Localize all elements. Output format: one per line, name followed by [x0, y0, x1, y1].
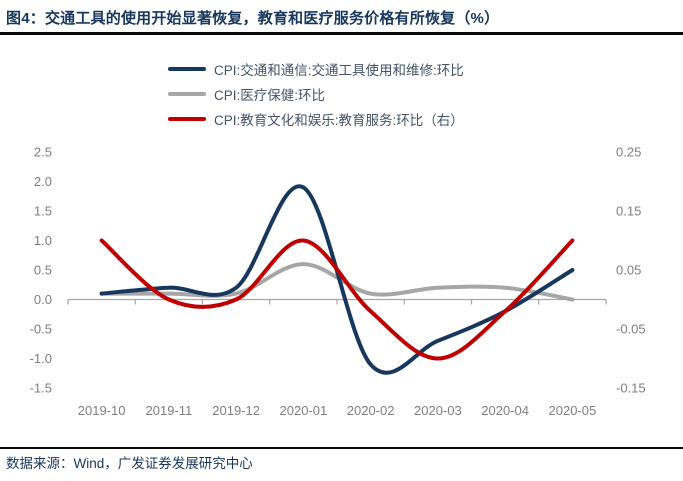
right-axis-tick-label: -0.05 — [616, 322, 646, 337]
x-axis-tick-label: 2020-04 — [481, 403, 529, 418]
legend-item-1: CPI:医疗保健:环比 — [168, 86, 464, 103]
x-axis-tick-label: 2020-01 — [280, 403, 328, 418]
series-line — [99, 184, 575, 375]
left-axis-tick-label: 1.5 — [34, 204, 52, 219]
right-axis-tick-label: 0.25 — [616, 145, 641, 160]
chart-legend: CPI:交通和通信:交通工具使用和维修:环比 CPI:医疗保健:环比 CPI:教育文… — [168, 61, 464, 128]
legend-label: CPI:医疗保健:环比 — [214, 87, 326, 103]
series-line — [99, 238, 575, 361]
legend-label: CPI:交通和通信:交通工具使用和维修:环比 — [214, 62, 464, 78]
legend-item-0: CPI:交通和通信:交通工具使用和维修:环比 — [168, 61, 464, 78]
legend-line-swatch — [168, 91, 206, 96]
left-axis-tick-label: 0.0 — [34, 292, 52, 307]
left-axis-tick-label: -1.0 — [30, 351, 52, 366]
left-axis-tick-label: 1.0 — [34, 233, 52, 248]
x-axis-tick-label: 2019-11 — [146, 403, 193, 418]
legend-item-2: CPI:教育文化和娱乐:教育服务:环比（右） — [168, 111, 464, 128]
right-axis-tick-label: 0.05 — [616, 263, 641, 278]
x-axis-tick-label: 2019-10 — [78, 403, 126, 418]
x-axis-tick-label: 2019-12 — [212, 403, 260, 418]
legend-line-swatch — [168, 116, 206, 121]
footer-divider — [0, 447, 683, 449]
x-axis-tick-label: 2020-02 — [347, 403, 395, 418]
right-axis-tick-label: -0.15 — [616, 381, 646, 396]
legend-label: CPI:教育文化和娱乐:教育服务:环比（右） — [214, 112, 464, 128]
data-source-note: 数据来源：Wind，广发证券发展研究中心 — [6, 456, 253, 471]
title-divider — [0, 32, 683, 35]
figure-title: 图4：交通工具的使用开始显著恢复，教育和医疗服务价格有所恢复（%） — [6, 10, 500, 27]
x-axis-tick-label: 2020-03 — [414, 403, 462, 418]
left-axis-tick-label: 2.0 — [34, 174, 52, 189]
x-axis-tick-label: 2020-05 — [549, 403, 597, 418]
right-axis-tick-label: 0.15 — [616, 204, 641, 219]
left-axis-tick-label: 2.5 — [34, 145, 52, 160]
legend-line-swatch — [168, 66, 206, 71]
left-axis-tick-label: -1.5 — [30, 381, 52, 396]
left-axis-tick-label: 0.5 — [34, 263, 52, 278]
left-axis-tick-label: -0.5 — [30, 322, 52, 337]
